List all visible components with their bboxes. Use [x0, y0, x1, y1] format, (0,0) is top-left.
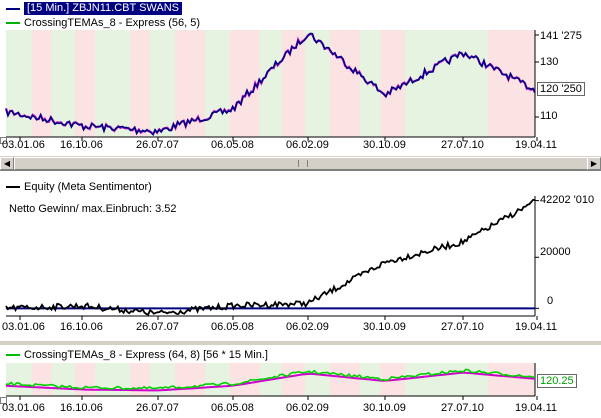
- indicator-last-value-tag: 120.25: [537, 374, 577, 388]
- grip-icon: [297, 160, 308, 167]
- horizontal-scrollbar[interactable]: ◀ ▶: [0, 155, 601, 171]
- tema-slow-line: [5, 371, 536, 392]
- equity-y-tick: 0: [547, 295, 554, 307]
- date-tick-label: 06.05.08: [211, 402, 254, 414]
- price-y-tick: 110: [540, 110, 558, 122]
- regime-band: [32, 30, 52, 137]
- price-pane[interactable]: [15 Min.] ZBJN11.CBT SWANS CrossingTEMAs…: [0, 0, 601, 155]
- regime-band: [75, 30, 95, 137]
- equity-chart[interactable]: [0, 174, 601, 340]
- regime-band: [330, 30, 360, 137]
- date-tick-label: 19.04.11: [515, 139, 558, 151]
- regime-band: [405, 363, 435, 396]
- regime-band: [6, 30, 32, 137]
- pane-corner-handle[interactable]: [0, 397, 7, 404]
- equity-subtitle: Netto Gewinn/ max.Einbruch: 3.52: [9, 203, 177, 215]
- price-line: [5, 32, 536, 137]
- date-tick-label: 03.01.06: [2, 402, 45, 414]
- date-tick-label: 06.02.09: [286, 139, 329, 151]
- date-tick-label: 03.01.06: [2, 321, 45, 333]
- regime-band: [488, 30, 535, 137]
- equity-legend: Equity (Meta Sentimentor): [6, 180, 152, 193]
- price-y-tick: 130: [540, 56, 559, 68]
- regime-band: [435, 30, 488, 137]
- regime-band: [305, 30, 330, 137]
- date-tick-label: 06.02.09: [286, 402, 329, 414]
- date-tick-label: 26.07.07: [136, 139, 179, 151]
- date-tick-label: 06.05.08: [211, 321, 254, 333]
- indicator-legend-swatch: [6, 353, 20, 356]
- regime-band: [205, 363, 230, 396]
- price-legend-label[interactable]: [15 Min.] ZBJN11.CBT SWANS: [24, 2, 183, 15]
- equity-y-tick: 42202 '010: [540, 194, 595, 206]
- date-tick-label: 30.10.09: [363, 321, 406, 333]
- date-tick-label: 03.01.06: [2, 139, 45, 151]
- price-legend-swatch: [6, 7, 20, 10]
- date-tick-label: 19.04.11: [515, 402, 558, 414]
- regime-band: [205, 30, 230, 137]
- date-tick-label: 27.07.10: [441, 139, 484, 151]
- regime-band: [380, 30, 405, 137]
- price-chart[interactable]: [0, 0, 601, 155]
- indicator-pane[interactable]: CrossingTEMAs_8 - Express (64, 8) [56 * …: [0, 345, 601, 418]
- price-last-value-tag: 120 '250: [537, 82, 585, 96]
- scroll-thumb[interactable]: [14, 157, 589, 170]
- indicator-legend: CrossingTEMAs_8 - Express (64, 8) [56 * …: [6, 348, 268, 361]
- date-tick-label: 27.07.10: [441, 321, 484, 333]
- regime-band: [435, 363, 488, 396]
- regime-band: [260, 30, 282, 137]
- regime-band: [6, 363, 32, 396]
- equity-pane[interactable]: Equity (Meta Sentimentor) Netto Gewinn/ …: [0, 174, 601, 340]
- regime-band: [488, 363, 535, 396]
- date-tick-label: 19.04.11: [515, 321, 558, 333]
- regime-band: [130, 30, 150, 137]
- regime-band: [175, 363, 205, 396]
- date-tick-label: 30.10.09: [363, 139, 406, 151]
- price-y-tick: 141 '275: [540, 30, 582, 42]
- date-tick-label: 26.07.07: [136, 321, 179, 333]
- pane-corner-handle[interactable]: [0, 137, 7, 144]
- equity-legend-label[interactable]: Equity (Meta Sentimentor): [24, 180, 152, 193]
- regime-band: [95, 30, 130, 137]
- equity-y-tick: 20000: [540, 246, 571, 258]
- regime-band: [360, 30, 380, 137]
- indicator-chart[interactable]: [0, 345, 601, 418]
- regime-band: [32, 363, 52, 396]
- scroll-left-icon[interactable]: ◀: [0, 157, 14, 170]
- regime-band: [75, 363, 95, 396]
- tema-fast-line: [5, 368, 536, 391]
- equity-line: [5, 198, 536, 316]
- regime-band: [52, 363, 75, 396]
- tema-legend-swatch: [6, 21, 20, 24]
- date-tick-label: 16.10.06: [60, 139, 103, 151]
- date-tick-label: 26.07.07: [136, 402, 179, 414]
- regime-band: [330, 363, 360, 396]
- indicator-legend-label[interactable]: CrossingTEMAs_8 - Express (64, 8) [56 * …: [24, 348, 268, 361]
- scroll-right-icon[interactable]: ▶: [587, 157, 601, 170]
- regime-band: [282, 30, 305, 137]
- tema-legend-label[interactable]: CrossingTEMAs_8 - Express (56, 5): [24, 16, 201, 29]
- date-tick-label: 30.10.09: [363, 402, 406, 414]
- regime-band: [305, 363, 330, 396]
- date-tick-label: 16.10.06: [60, 321, 103, 333]
- price-legend: [15 Min.] ZBJN11.CBT SWANS: [6, 2, 183, 15]
- regime-band: [95, 363, 130, 396]
- regime-band: [150, 30, 175, 137]
- equity-legend-swatch: [6, 185, 20, 188]
- regime-band: [405, 30, 435, 137]
- regime-band: [52, 30, 75, 137]
- date-tick-label: 06.02.09: [286, 321, 329, 333]
- regime-band: [282, 363, 305, 396]
- date-tick-label: 16.10.06: [60, 402, 103, 414]
- date-tick-label: 06.05.08: [211, 139, 254, 151]
- date-tick-label: 27.07.10: [441, 402, 484, 414]
- tema-legend: CrossingTEMAs_8 - Express (56, 5): [6, 16, 200, 29]
